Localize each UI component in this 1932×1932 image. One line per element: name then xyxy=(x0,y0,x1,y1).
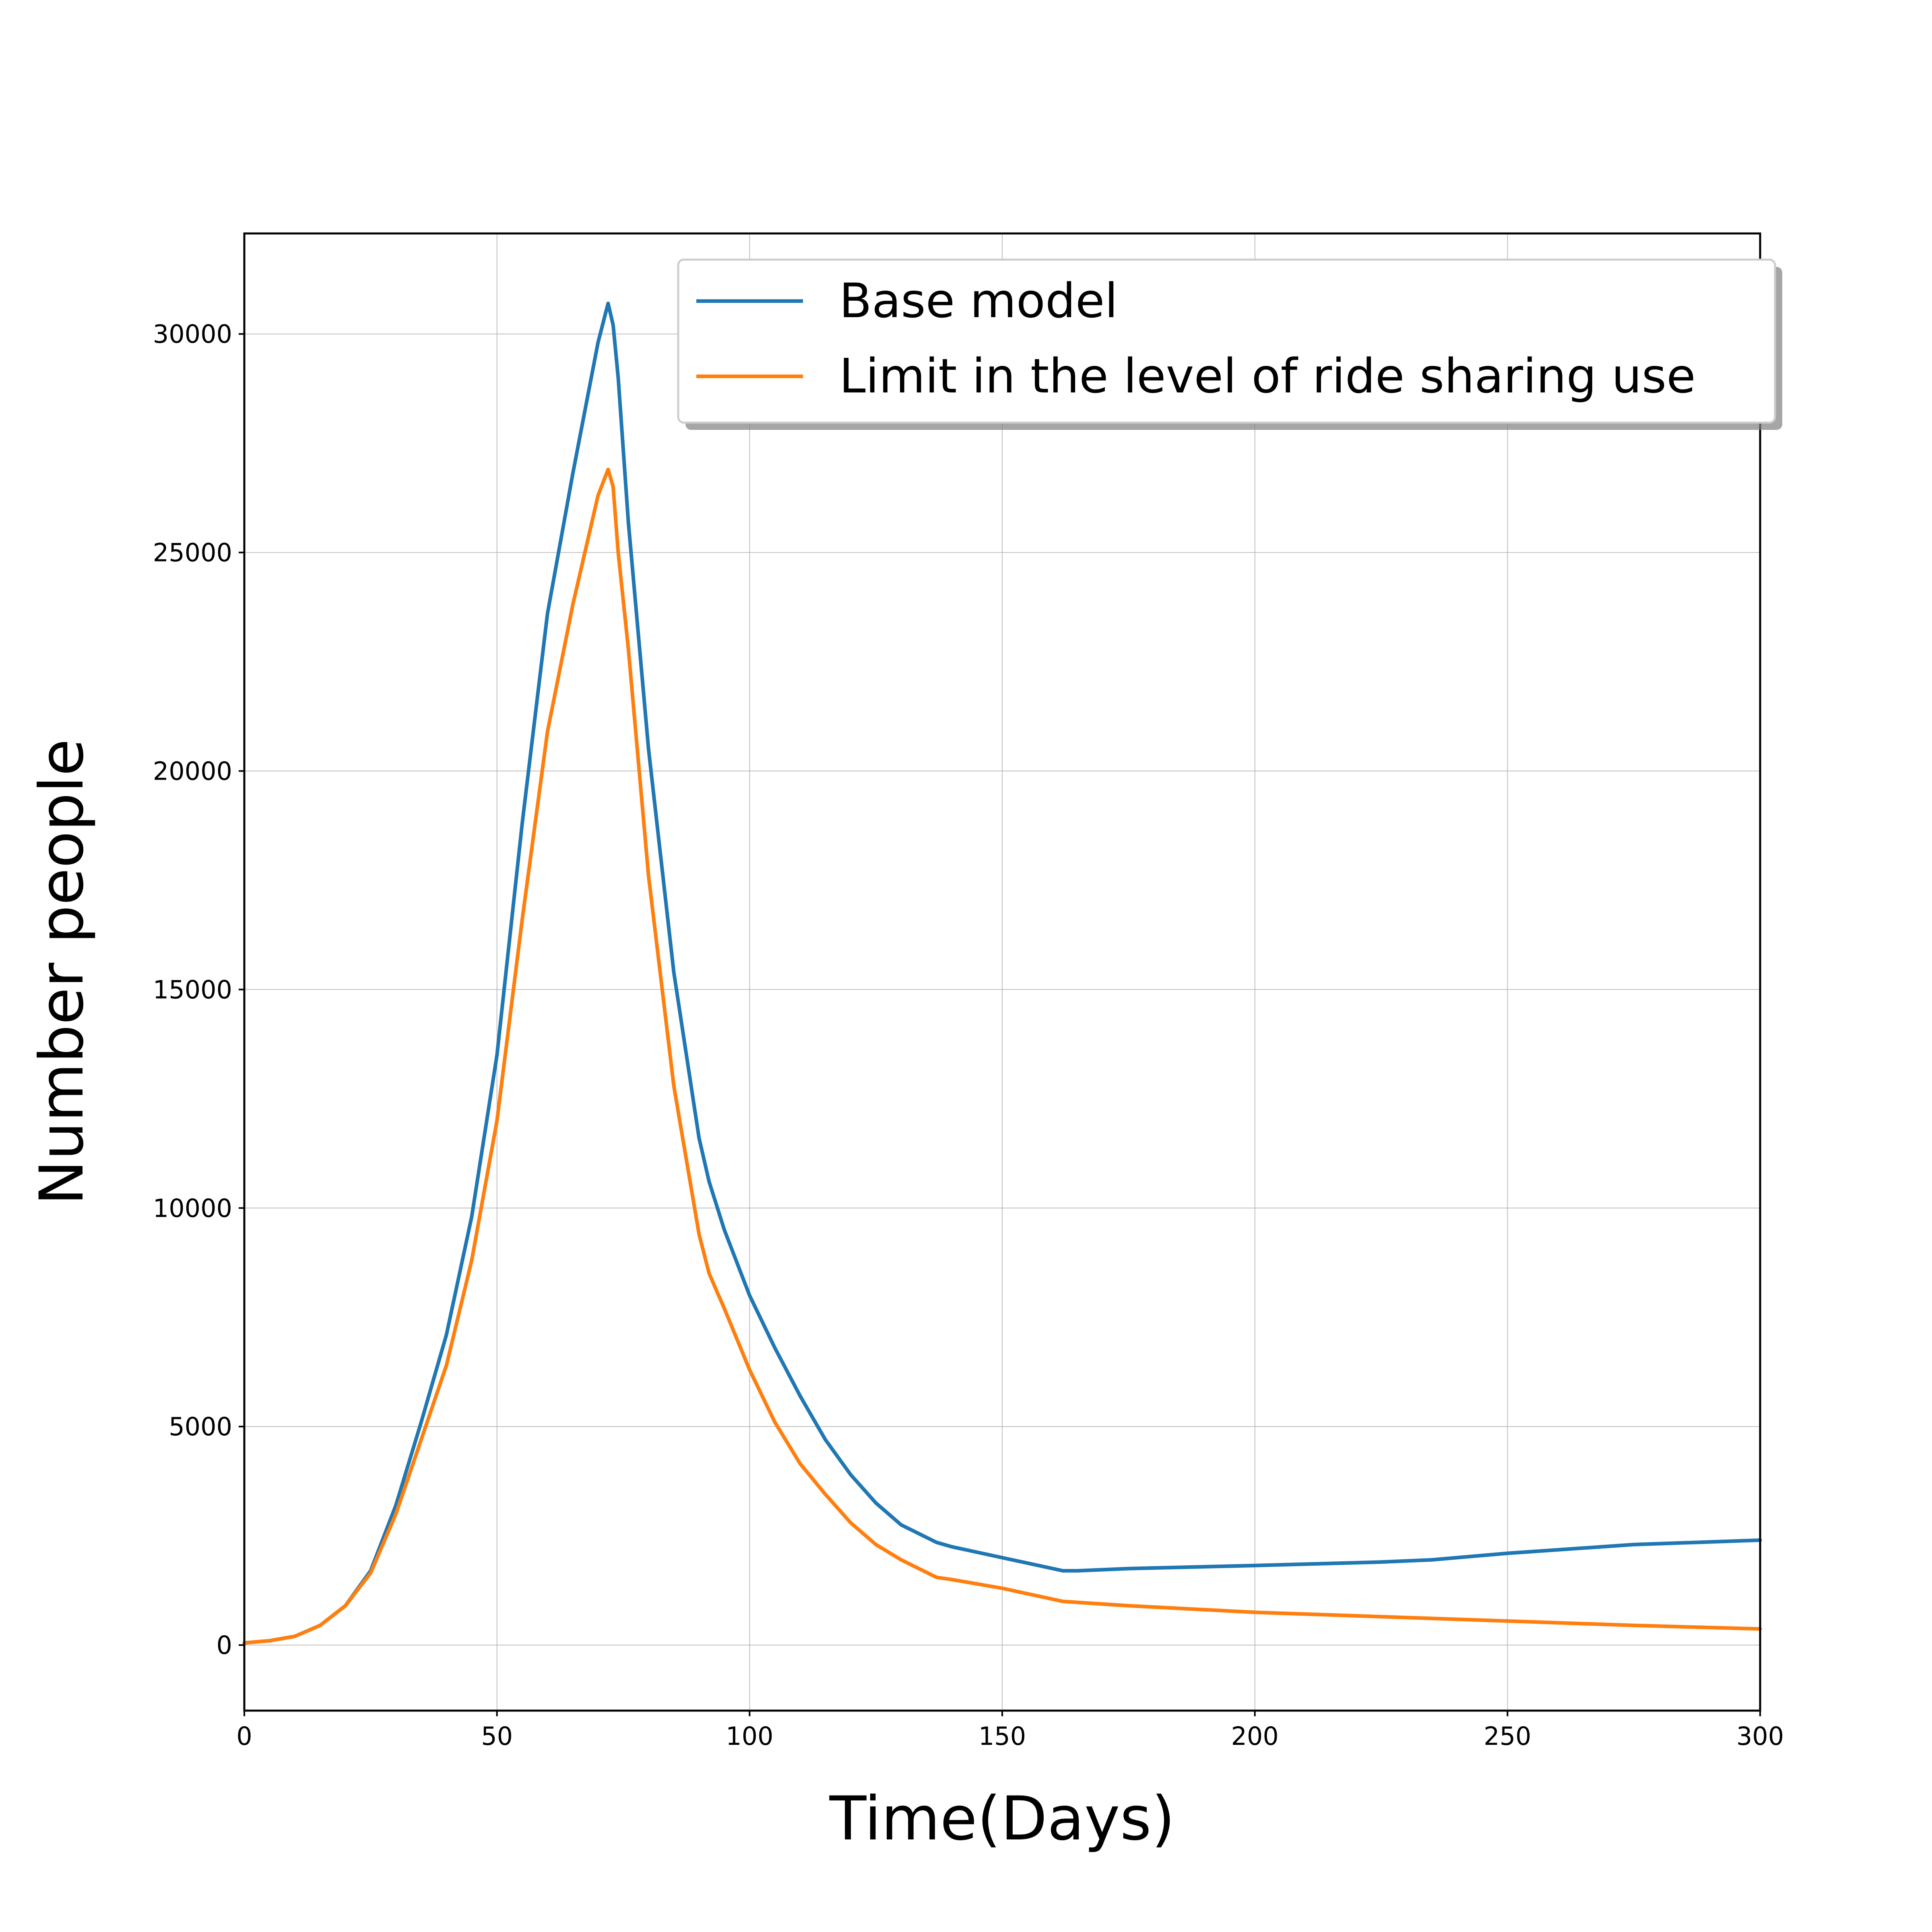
y-tick-label: 15000 xyxy=(153,975,232,1004)
series-layer xyxy=(242,301,1762,1645)
y-axis-label: Number people xyxy=(27,739,97,1205)
y-tick-label: 5000 xyxy=(169,1412,232,1441)
legend-box xyxy=(677,258,1776,424)
legend-label-base-model: Base model xyxy=(839,273,1118,328)
x-tick-label: 250 xyxy=(1484,1721,1531,1751)
y-tick-label: 10000 xyxy=(153,1193,232,1223)
series-line-limit-ride-sharing xyxy=(242,467,1762,1645)
x-tick-label: 0 xyxy=(236,1721,252,1751)
grid-lines xyxy=(244,233,1761,1711)
y-tick-label: 20000 xyxy=(153,757,232,786)
legend: Base model Limit in the level of ride sh… xyxy=(677,258,1782,430)
series-line-base-model xyxy=(242,301,1762,1645)
y-tick-label: 25000 xyxy=(153,538,232,568)
y-tick-label: 0 xyxy=(217,1631,232,1660)
x-axis-label: Time(Days) xyxy=(829,1784,1175,1854)
legend-label-limit-ride-sharing: Limit in the level of ride sharing use xyxy=(839,348,1696,404)
x-tick-label: 150 xyxy=(978,1721,1026,1751)
x-tick-label: 300 xyxy=(1736,1721,1784,1751)
x-tick-label: 200 xyxy=(1231,1721,1278,1751)
x-tick-label: 50 xyxy=(481,1721,513,1751)
y-tick-label: 30000 xyxy=(153,320,232,349)
axis-ticks: 0 50 100 150 200 250 300 0 5000 10000 15000 20000 25… xyxy=(153,320,1784,1751)
x-tick-label: 100 xyxy=(726,1721,773,1751)
